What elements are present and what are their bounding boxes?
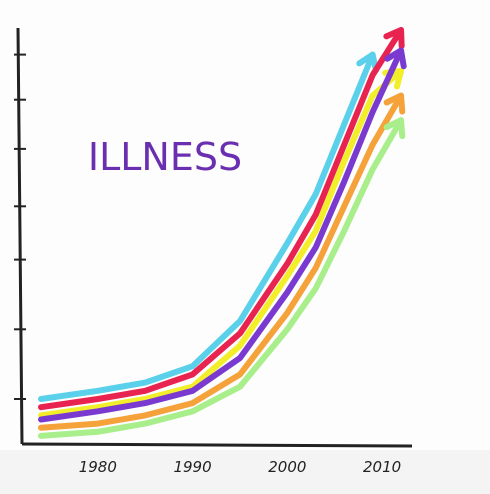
series-line <box>38 47 404 423</box>
arrow-head <box>384 47 407 70</box>
series-line <box>38 92 404 431</box>
x-tick-label: 2000 <box>268 458 306 476</box>
arrow-head <box>383 92 406 115</box>
y-axis <box>16 27 24 445</box>
arrow-head <box>383 117 406 140</box>
x-tick-label: 2010 <box>363 458 401 476</box>
x-tick-label: 1980 <box>79 458 117 476</box>
arrow-head <box>356 51 379 74</box>
board-bottom <box>0 450 490 494</box>
chart-title: ILLNESS <box>88 135 242 179</box>
series-line <box>38 117 404 439</box>
x-axis <box>21 442 413 448</box>
arrow-head <box>383 27 405 49</box>
x-tick-label: 1990 <box>173 458 211 476</box>
series-line <box>38 68 404 419</box>
series-line <box>38 27 404 411</box>
series-line <box>38 51 376 402</box>
